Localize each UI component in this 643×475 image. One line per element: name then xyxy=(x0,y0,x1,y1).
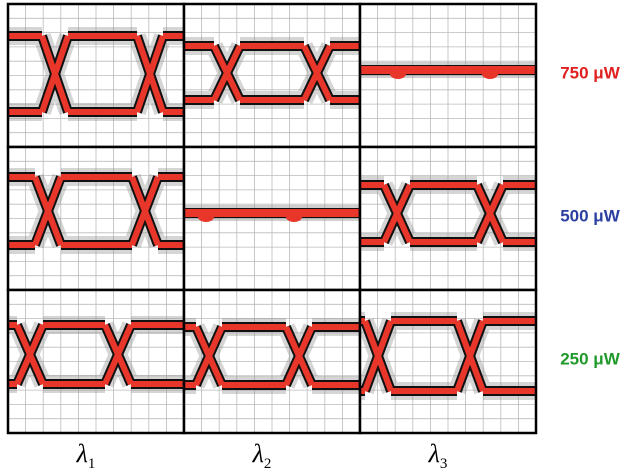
eye-panel xyxy=(0,290,204,433)
page: 750 μW500 μW250 μWλ1λ2λ3 (() => { const … xyxy=(0,0,643,475)
column-subscript: 3 xyxy=(440,456,448,472)
trace xyxy=(390,69,406,79)
column-symbol: λ xyxy=(76,439,88,468)
eye-panel xyxy=(164,4,380,147)
column-label: λ3 xyxy=(428,439,448,472)
column-subscript: 1 xyxy=(88,456,96,472)
eye-panel xyxy=(360,4,536,147)
eye-panel xyxy=(340,290,556,433)
eye-panel xyxy=(0,4,204,147)
trace xyxy=(198,212,214,222)
row-label: 500 μW xyxy=(560,206,620,225)
column-label: λ2 xyxy=(252,439,272,472)
figure: 750 μW500 μW250 μWλ1λ2λ3 xyxy=(0,0,643,475)
panels xyxy=(0,4,556,433)
eye-panel xyxy=(184,147,360,290)
eye-panel xyxy=(340,147,556,290)
column-symbol: λ xyxy=(252,439,264,468)
trace xyxy=(482,69,498,79)
row-label: 250 μW xyxy=(560,349,620,368)
eye-panel xyxy=(0,147,204,290)
trace xyxy=(286,212,302,222)
column-symbol: λ xyxy=(428,439,440,468)
column-label: λ1 xyxy=(76,439,96,472)
column-subscript: 2 xyxy=(264,456,272,472)
row-label: 750 μW xyxy=(560,63,620,82)
eye-panel xyxy=(164,290,380,433)
